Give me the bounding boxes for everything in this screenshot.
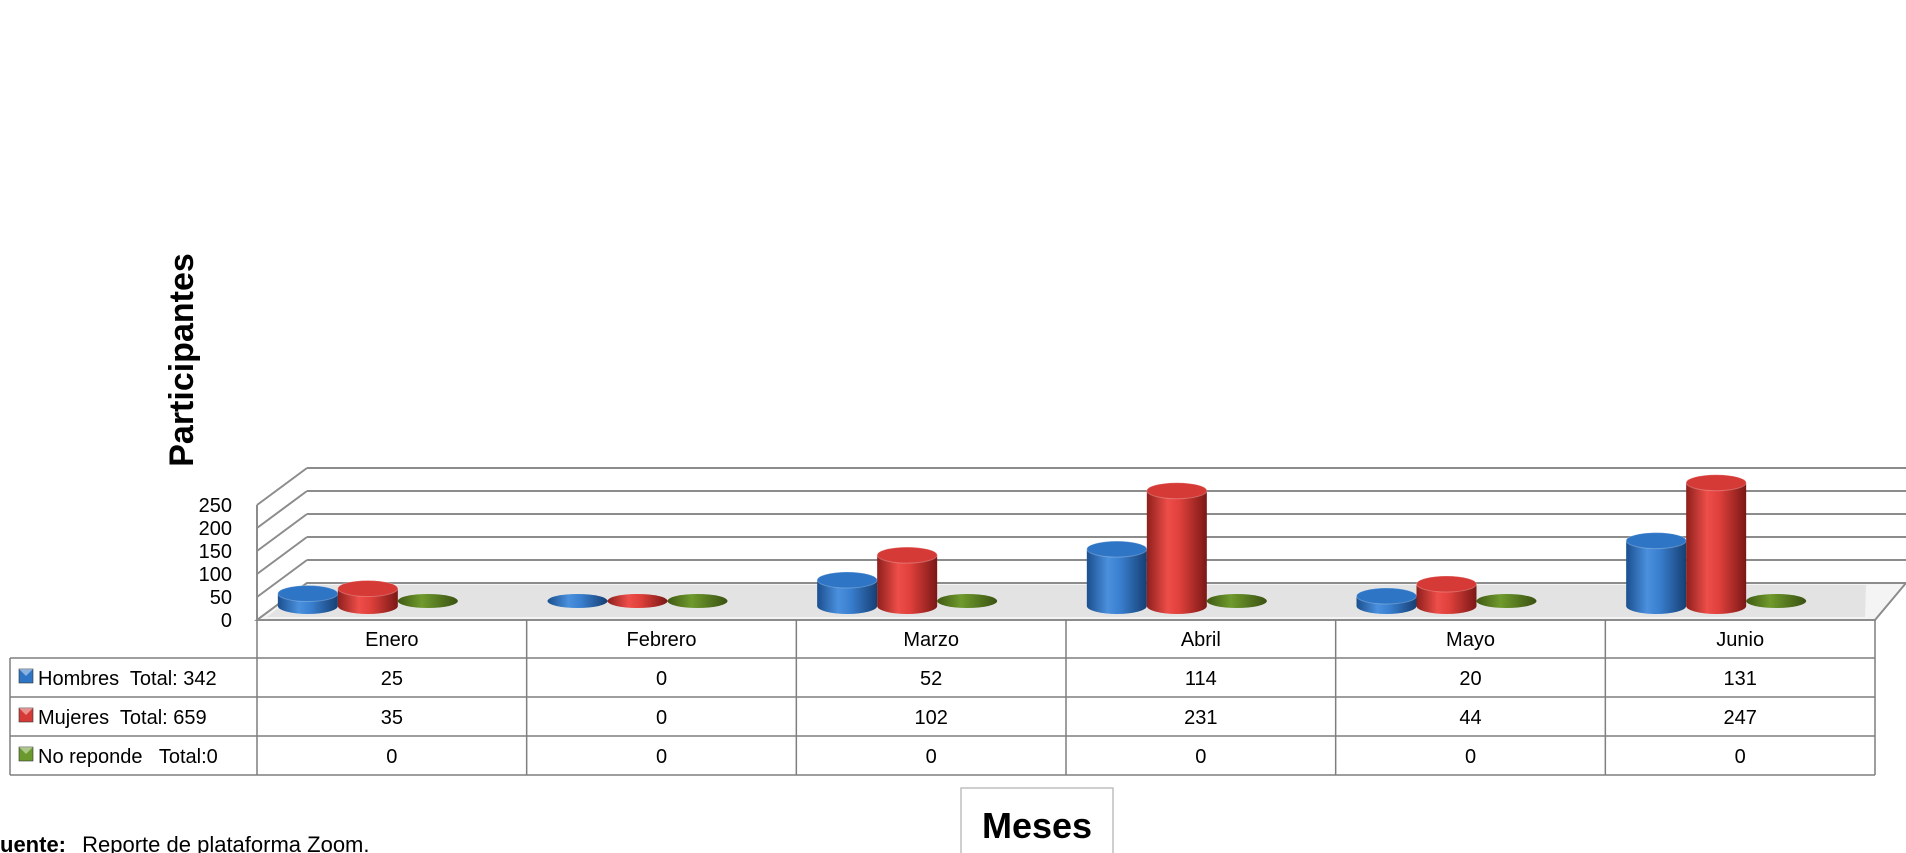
category-label: Febrero — [626, 629, 696, 651]
bar-flat — [397, 594, 458, 608]
bar — [397, 594, 458, 608]
source-text: Reporte de plataforma Zoom. — [82, 832, 369, 853]
x-axis-title-box: Meses — [960, 787, 1114, 853]
bar-top — [1685, 474, 1747, 492]
y-tick-label: 200 — [199, 518, 232, 540]
bar-body — [1686, 482, 1747, 614]
bar — [1625, 532, 1687, 614]
bar-top — [277, 585, 339, 603]
series-label: No reponde Total:0 — [38, 746, 218, 768]
y-tick-label: 50 — [210, 587, 232, 609]
bar — [876, 546, 938, 614]
bar — [1746, 594, 1807, 608]
legend-key — [18, 668, 34, 684]
legend-key — [18, 707, 34, 723]
bar-flat — [547, 594, 608, 608]
table-cell: 20 — [1459, 668, 1481, 690]
bar-body — [877, 555, 938, 614]
y-tick-label: 250 — [199, 495, 232, 517]
category-label: Mayo — [1446, 629, 1495, 651]
table-cell: 114 — [1185, 668, 1217, 690]
gridline-depth — [256, 536, 308, 575]
y-tick-label: 100 — [199, 564, 232, 586]
table-cell: 0 — [656, 707, 667, 729]
table-cell: 0 — [386, 746, 397, 768]
table-cell: 0 — [656, 668, 667, 690]
y-axis-title: Participantes — [163, 253, 201, 467]
category-label: Junio — [1716, 629, 1764, 651]
source-label: uente: — [0, 832, 66, 853]
bar-body — [1086, 549, 1147, 614]
table-cell: 25 — [381, 668, 403, 690]
gridline-depth — [256, 559, 308, 598]
bar — [547, 594, 608, 608]
bar-top — [1416, 575, 1477, 593]
table-cell: 0 — [656, 746, 667, 768]
bar-flat — [1206, 594, 1267, 608]
bars — [277, 474, 1807, 614]
bar — [1476, 594, 1537, 608]
table-cell: 52 — [920, 668, 942, 690]
source-note: uente: Reporte de plataforma Zoom. — [0, 832, 370, 853]
table-cell: 0 — [1465, 746, 1476, 768]
table-cell: 0 — [1735, 746, 1746, 768]
bar — [937, 594, 998, 608]
bar-top — [1146, 482, 1208, 500]
bar — [816, 571, 878, 614]
bar-body — [1146, 490, 1207, 614]
bar — [277, 585, 339, 614]
category-label: Abril — [1181, 629, 1221, 651]
category-label: Enero — [365, 629, 418, 651]
bar — [1146, 482, 1208, 614]
table-cell: 0 — [1195, 746, 1206, 768]
bar-top — [1625, 532, 1687, 550]
bar-flat — [1476, 594, 1537, 608]
bar — [607, 594, 668, 608]
bar — [337, 580, 399, 614]
table-cell: 131 — [1723, 668, 1756, 690]
bar-top — [876, 546, 938, 564]
bar-body — [1416, 584, 1477, 614]
table-cell: 102 — [914, 707, 947, 729]
gridline-depth — [256, 513, 308, 552]
bar — [1416, 575, 1477, 614]
bar-flat — [667, 594, 728, 608]
bar — [1086, 540, 1148, 614]
bar-flat — [1746, 594, 1807, 608]
legend-key — [18, 746, 34, 762]
bar-top — [1086, 540, 1148, 558]
bar — [1685, 474, 1747, 614]
table-cell: 231 — [1184, 707, 1217, 729]
bar-body — [817, 580, 878, 614]
x-axis-title: Meses — [982, 805, 1092, 846]
bar-top — [337, 580, 399, 598]
bar-flat — [937, 594, 998, 608]
bar-top — [816, 571, 878, 589]
gridline-depth — [256, 490, 308, 529]
table-cell: 0 — [926, 746, 937, 768]
y-tick-label: 0 — [221, 610, 232, 632]
bar-body — [1626, 540, 1687, 614]
table-cell: 35 — [381, 707, 403, 729]
table-cell: 247 — [1723, 707, 1756, 729]
table-cell: 44 — [1459, 707, 1481, 729]
bar — [667, 594, 728, 608]
floor-shadow — [267, 585, 1866, 617]
bar — [1356, 587, 1417, 614]
bar — [1206, 594, 1267, 608]
series-label: Mujeres Total: 659 — [38, 707, 207, 729]
category-label: Marzo — [903, 629, 959, 651]
bar-flat — [607, 594, 668, 608]
series-label: Hombres Total: 342 — [38, 668, 217, 690]
gridline-depth — [256, 467, 308, 506]
data-table: Enero Febrero Marzo Abril Mayo Junio Hombres T… — [9, 620, 1876, 776]
y-tick-label: 150 — [199, 541, 232, 563]
bar-top — [1356, 587, 1417, 605]
